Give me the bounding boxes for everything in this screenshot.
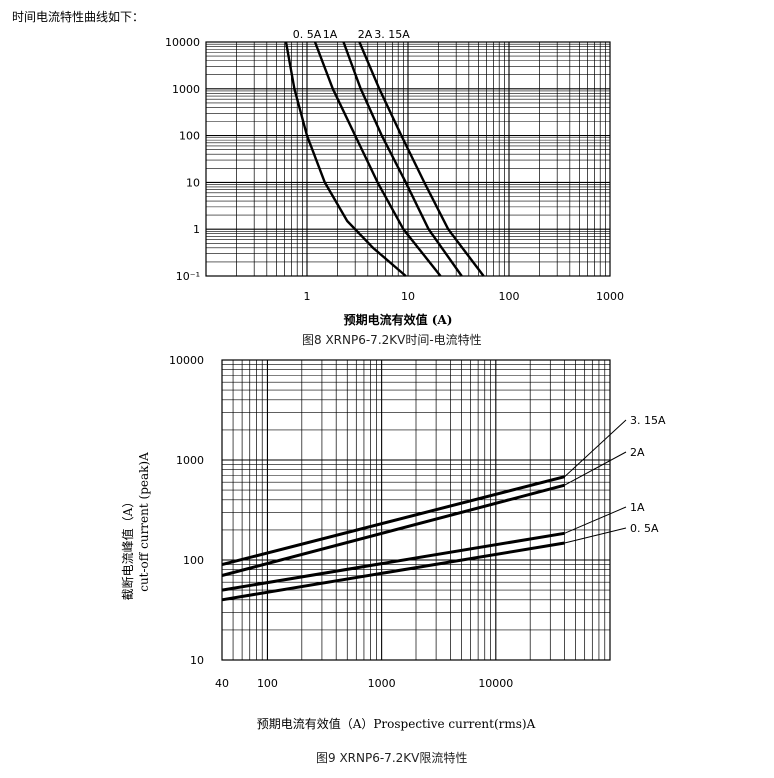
chart2-curve-label: 2A bbox=[630, 446, 645, 459]
chart2-series-1-line bbox=[221, 475, 565, 567]
chart2-x-tick-label: 1000 bbox=[368, 677, 396, 690]
chart1-y-tick-label: 10⁻¹ bbox=[176, 270, 200, 283]
chart2-y-tick-label: 10000 bbox=[169, 354, 204, 367]
chart1-series-1-curve bbox=[284, 41, 407, 277]
chart1-y-tick-label: 10 bbox=[186, 176, 200, 189]
chart2-series-2-line bbox=[221, 483, 565, 577]
chart2-leader-line bbox=[564, 419, 627, 478]
chart2-series-4-line bbox=[221, 541, 565, 602]
chart1-y-tick-label: 1 bbox=[193, 223, 200, 236]
chart1-x-tick-label: 100 bbox=[499, 290, 520, 303]
chart1-y-tick-label: 100 bbox=[179, 130, 200, 143]
chart1-curve-label: 3. 15A bbox=[374, 28, 410, 41]
chart2-leader-line bbox=[564, 527, 627, 544]
chart1-series-3-curve bbox=[342, 41, 463, 277]
chart2-curve-label: 3. 15A bbox=[630, 414, 666, 427]
chart2-x-tick-label: 40 bbox=[215, 677, 229, 690]
chart2-leader-line bbox=[564, 506, 627, 534]
chart2-y-tick-label: 100 bbox=[183, 554, 204, 567]
chart2-y-axis-label-cn: 截断电流峰值（A） bbox=[120, 496, 135, 601]
chart1-series-2-curve bbox=[313, 41, 442, 277]
chart2-curve-label: 1A bbox=[630, 501, 645, 514]
chart2-leader-line bbox=[564, 451, 627, 486]
chart2-y-axis-label-en: cut-off current (peak)A bbox=[137, 452, 151, 592]
chart1-x-tick-label: 1 bbox=[304, 290, 311, 303]
chart1-curve-label: 1A bbox=[323, 28, 338, 41]
chart1-x-tick-label: 10 bbox=[401, 290, 415, 303]
chart2-x-tick-label: 100 bbox=[257, 677, 278, 690]
chart2-series-3-line bbox=[221, 531, 565, 592]
chart2-x-tick-label: 10000 bbox=[478, 677, 513, 690]
chart1-curve-label: 0. 5A bbox=[293, 28, 322, 41]
chart1-x-tick-label: 1000 bbox=[596, 290, 624, 303]
chart1-curve-label: 2A bbox=[358, 28, 373, 41]
intro-text: 时间电流特性曲线如下： bbox=[12, 10, 145, 24]
chart1-y-tick-label: 10000 bbox=[165, 36, 200, 49]
chart2-curve-label: 0. 5A bbox=[630, 522, 659, 535]
chart1-caption: 图8 XRNP6-7.2KV时间-电流特性 bbox=[302, 333, 482, 347]
chart1-y-tick-label: 1000 bbox=[172, 83, 200, 96]
chart2-y-tick-label: 1000 bbox=[176, 454, 204, 467]
chart2-x-axis-label: 预期电流有效值（A）Prospective current(rms)A bbox=[257, 716, 536, 731]
chart1-series-4-curve bbox=[358, 41, 485, 277]
chart2-y-tick-label: 10 bbox=[190, 654, 204, 667]
chart2-caption: 图9 XRNP6-7.2KV限流特性 bbox=[316, 751, 468, 765]
chart1-x-axis-label: 预期电流有效值 (A) bbox=[344, 312, 453, 327]
